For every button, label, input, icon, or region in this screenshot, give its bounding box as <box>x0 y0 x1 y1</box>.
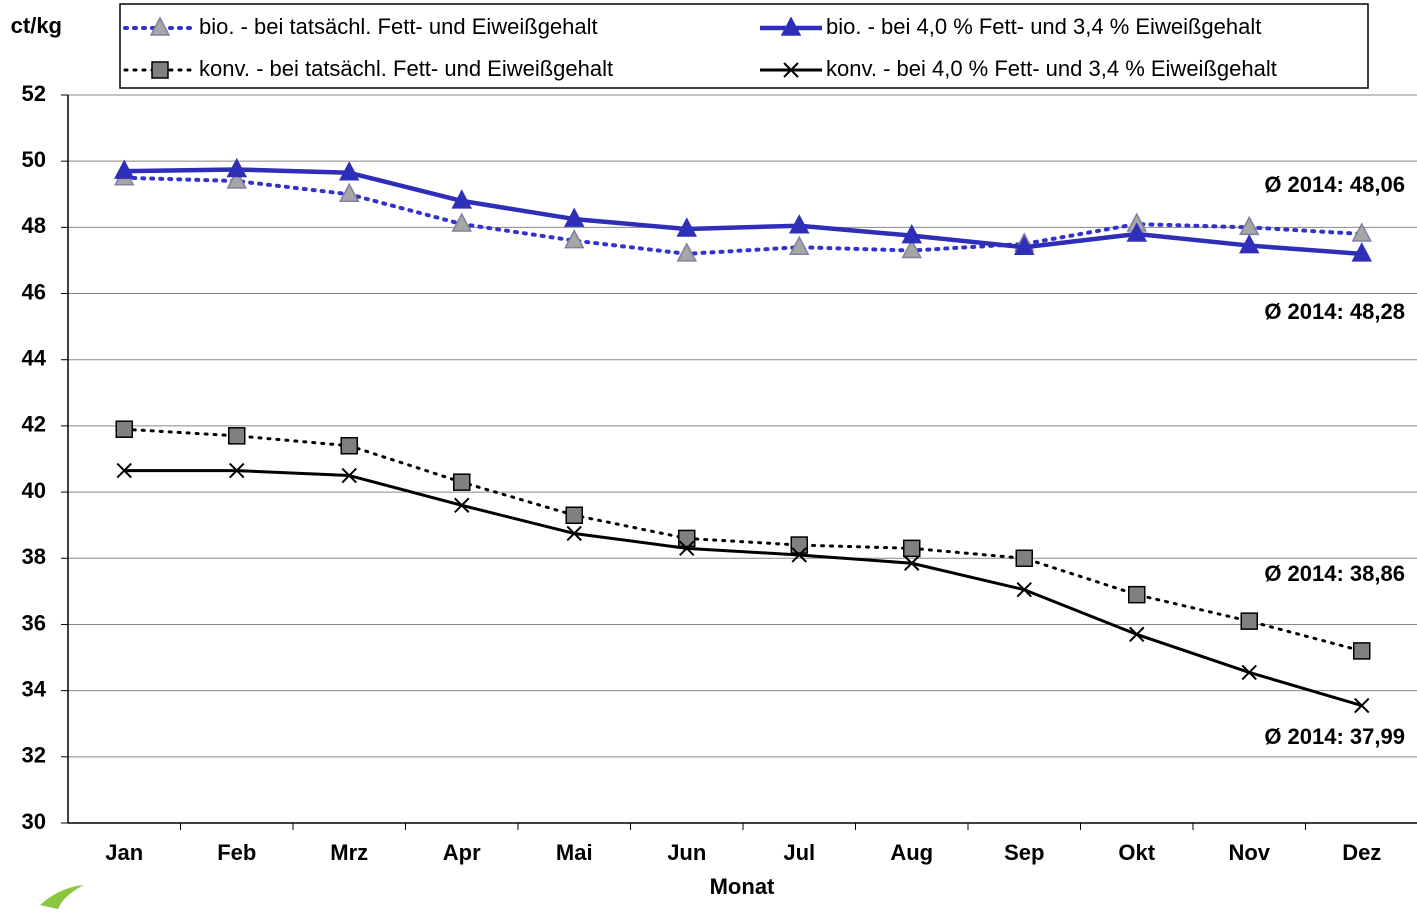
series-line <box>124 469 1363 707</box>
x-tick-label: Sep <box>1004 840 1044 865</box>
marker <box>1129 626 1145 643</box>
marker <box>1016 582 1032 598</box>
marker <box>679 540 695 557</box>
legend-label: konv. - bei 4,0 % Fett- und 3,4 % Eiweiß… <box>826 56 1277 81</box>
x-axis-label: Monat <box>710 874 775 899</box>
marker <box>676 217 697 237</box>
marker <box>901 238 922 259</box>
legend-label: konv. - bei tatsächl. Fett- und Eiweißge… <box>199 56 613 81</box>
marker <box>229 462 245 479</box>
logo <box>40 885 84 909</box>
annotation: Ø 2014: 38,86 <box>1264 561 1405 586</box>
marker <box>1014 235 1035 255</box>
marker <box>1351 222 1372 242</box>
marker <box>1015 549 1033 568</box>
series-line <box>122 175 1364 256</box>
marker <box>149 16 171 36</box>
marker <box>564 228 585 249</box>
annotation: Ø 2014: 48,28 <box>1264 299 1405 324</box>
annotation: Ø 2014: 48,06 <box>1264 172 1405 197</box>
marker <box>783 62 799 78</box>
marker <box>903 539 921 558</box>
marker <box>1128 585 1146 604</box>
series-line <box>122 427 1364 653</box>
marker <box>676 242 697 262</box>
legend-box <box>119 3 1369 89</box>
annotation: Ø 2014: 37,99 <box>1264 724 1405 749</box>
marker <box>226 169 247 189</box>
marker <box>340 437 358 455</box>
marker <box>1351 242 1372 262</box>
marker <box>1353 642 1371 660</box>
marker <box>115 420 133 438</box>
x-tick-label: Apr <box>443 840 481 865</box>
marker <box>564 207 585 227</box>
y-tick-label: 34 <box>22 676 47 701</box>
series-line <box>124 167 1362 257</box>
marker <box>678 529 696 548</box>
marker <box>1240 612 1258 630</box>
marker <box>339 161 360 181</box>
y-tick-label: 46 <box>22 279 46 304</box>
marker <box>151 61 169 79</box>
x-tick-label: Okt <box>1118 840 1155 865</box>
marker <box>228 427 246 445</box>
marker <box>789 214 810 234</box>
y-tick-label: 52 <box>22 81 46 106</box>
marker <box>904 555 920 571</box>
marker <box>454 497 470 514</box>
marker <box>341 467 357 484</box>
marker <box>901 224 922 244</box>
y-tick-label: 32 <box>22 743 46 768</box>
marker <box>780 16 802 36</box>
marker <box>1126 222 1147 242</box>
x-tick-label: Dez <box>1342 840 1381 865</box>
x-tick-label: Aug <box>890 840 933 865</box>
y-tick-label: 44 <box>22 346 47 371</box>
x-tick-label: Nov <box>1228 840 1270 865</box>
x-tick-label: Mrz <box>330 840 368 865</box>
y-tick-label: 50 <box>22 147 46 172</box>
y-tick-label: 48 <box>22 213 46 238</box>
x-tick-label: Mai <box>556 840 593 865</box>
x-tick-label: Jun <box>667 840 706 865</box>
marker <box>789 235 810 255</box>
marker <box>453 473 471 491</box>
marker <box>790 536 808 554</box>
y-tick-label: 42 <box>22 412 46 437</box>
marker <box>451 212 472 232</box>
y-tick-label: 36 <box>22 610 46 635</box>
marker <box>791 547 807 563</box>
x-tick-label: Feb <box>217 840 256 865</box>
y-axis-label: ct/kg <box>11 13 62 38</box>
marker <box>116 462 132 479</box>
x-tick-label: Jan <box>105 840 143 865</box>
x-tick-label: Jul <box>783 840 815 865</box>
marker <box>226 157 247 178</box>
marker <box>114 159 135 179</box>
y-tick-label: 40 <box>22 478 46 503</box>
y-tick-label: 30 <box>22 809 46 834</box>
marker <box>451 189 472 209</box>
marker <box>566 525 582 542</box>
legend-label: bio. - bei tatsächl. Fett- und Eiweißgeh… <box>199 14 598 39</box>
marker <box>1239 233 1260 254</box>
legend-label: bio. - bei 4,0 % Fett- und 3,4 % Eiweißg… <box>826 14 1261 39</box>
marker <box>565 506 583 525</box>
marker <box>339 182 360 203</box>
y-tick-label: 38 <box>22 544 46 569</box>
marker <box>1354 697 1370 714</box>
marker <box>1241 664 1257 681</box>
